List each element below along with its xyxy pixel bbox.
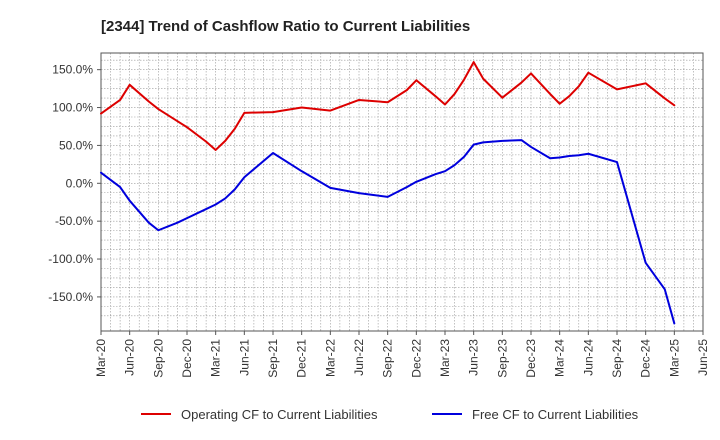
x-tick-label: Dec-21 bbox=[295, 339, 309, 378]
x-tick-label: Sep-22 bbox=[381, 339, 395, 378]
x-tick-label: Mar-24 bbox=[553, 339, 567, 377]
x-tick-label: Jun-23 bbox=[467, 339, 481, 376]
series-line-operating bbox=[100, 61, 676, 151]
legend-label-free: Free CF to Current Liabilities bbox=[472, 407, 639, 422]
y-tick-label: -150.0% bbox=[48, 290, 93, 304]
chart-title: [2344] Trend of Cashflow Ratio to Curren… bbox=[101, 18, 470, 35]
x-tick-label: Jun-20 bbox=[123, 339, 137, 376]
x-tick-label: Dec-23 bbox=[524, 339, 538, 378]
x-axis: Mar-20 Jun-20 Sep-20 Dec-20 Mar-21 Jun-21 Sep-… bbox=[94, 331, 710, 378]
y-axis: -150.0% -100.0% -50.0% 0.0% 50.0% 100.0% 150.0… bbox=[48, 63, 101, 304]
x-tick-label: Sep-20 bbox=[151, 339, 165, 378]
grid bbox=[101, 53, 703, 331]
x-tick-label: Jun-21 bbox=[237, 339, 251, 376]
y-tick-label: -50.0% bbox=[55, 214, 93, 228]
y-tick-label: 150.0% bbox=[52, 63, 93, 77]
x-tick-label: Mar-23 bbox=[438, 339, 452, 377]
x-tick-label: Mar-21 bbox=[209, 339, 223, 377]
x-tick-label: Dec-22 bbox=[409, 339, 423, 378]
series-lines bbox=[100, 61, 676, 325]
y-tick-label: 50.0% bbox=[59, 138, 93, 152]
x-tick-label: Jun-22 bbox=[352, 339, 366, 376]
x-tick-label: Mar-20 bbox=[94, 339, 108, 377]
x-tick-label: Mar-25 bbox=[667, 339, 681, 377]
legend: Operating CF to Current Liabilities Free… bbox=[141, 407, 639, 422]
legend-label-operating: Operating CF to Current Liabilities bbox=[181, 407, 378, 422]
y-tick-label: 100.0% bbox=[52, 101, 93, 115]
y-tick-label: 0.0% bbox=[66, 176, 94, 190]
plot-area bbox=[100, 52, 704, 332]
x-tick-label: Sep-24 bbox=[610, 339, 624, 378]
series-line-free bbox=[100, 139, 676, 325]
x-tick-label: Sep-23 bbox=[495, 339, 509, 378]
x-tick-label: Mar-22 bbox=[323, 339, 337, 377]
x-tick-label: Jun-24 bbox=[581, 339, 595, 376]
x-tick-label: Dec-20 bbox=[180, 339, 194, 378]
y-tick-label: -100.0% bbox=[48, 252, 93, 266]
x-tick-label: Dec-24 bbox=[639, 339, 653, 378]
x-tick-label: Jun-25 bbox=[696, 339, 710, 376]
x-tick-label: Sep-21 bbox=[266, 339, 280, 378]
